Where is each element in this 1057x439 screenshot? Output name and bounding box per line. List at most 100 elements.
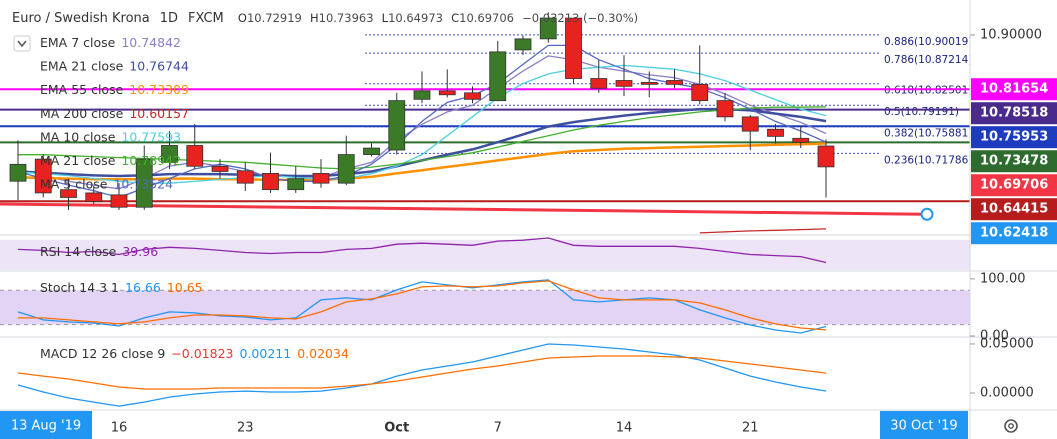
- settings-button[interactable]: [1004, 419, 1018, 433]
- gear-icon[interactable]: [1004, 419, 1018, 433]
- candle-body: [9, 163, 27, 182]
- candle-body: [110, 194, 128, 208]
- gear-hole[interactable]: [1008, 423, 1014, 429]
- candle-body: [413, 90, 431, 100]
- candle-body: [337, 154, 355, 184]
- date-label: 30 Oct '19: [890, 419, 957, 434]
- price-label-box: [971, 150, 1057, 173]
- price-label-box: [971, 126, 1057, 149]
- fib-label: 0.5(10.79191): [884, 106, 959, 118]
- indicator-legend: MACD 12 26 close 9 −0.01823 0.00211 0.02034: [40, 346, 349, 361]
- series-line: [17, 279, 827, 334]
- x-tick-label: 7: [494, 421, 502, 436]
- ohlc-value: 10.64973: [388, 11, 443, 25]
- plot-layer: 0.886(10.90019) 0.786(10.87214) 0.618(10.8…: [0, 12, 972, 407]
- ohlc-value: 10.69706: [459, 11, 514, 25]
- pane: [0, 237, 970, 270]
- legend-name: MA 21 close: [40, 153, 116, 168]
- candle-body: [186, 145, 204, 167]
- x-tick-label: 16: [111, 421, 128, 436]
- candle-body: [767, 128, 784, 137]
- ohlc-value: 10.73963: [319, 11, 374, 25]
- y-tick-label: 0.00000: [980, 386, 1034, 401]
- legend-name: RSI 14 close: [40, 244, 117, 259]
- candle-body: [287, 178, 305, 191]
- legend-entry: EMA 21 close 10.76744: [40, 58, 189, 73]
- series-line: [18, 280, 827, 331]
- candle-body: [262, 173, 279, 191]
- source: FXCM: [188, 11, 224, 26]
- fib-label: 0.786(10.87214): [884, 54, 972, 66]
- symbol: Euro / Swedish Krona: [12, 11, 150, 26]
- y-tick-label: 0.05000: [980, 336, 1034, 351]
- candle-body: [514, 38, 532, 51]
- fib-label: 0.236(10.71786): [884, 154, 972, 166]
- x-tick-label: 14: [616, 421, 633, 436]
- collapse-icon[interactable]: [17, 40, 27, 48]
- candle-body: [590, 78, 608, 89]
- ohlc-label: H: [310, 11, 319, 25]
- x-tick-label: 23: [237, 421, 254, 436]
- legend-value: −0.01823: [171, 346, 233, 361]
- candle-body: [438, 90, 456, 96]
- legend-entry: MA 10 close 10.77593: [40, 129, 181, 144]
- price-label: 10.81654: [980, 82, 1048, 97]
- pane: [0, 279, 970, 334]
- x-tick-label: 21: [742, 421, 759, 436]
- price-label-box: [971, 102, 1057, 125]
- candle-body: [312, 173, 330, 184]
- price-label: 10.75953: [980, 130, 1048, 145]
- price-label: 10.78518: [980, 106, 1048, 121]
- price-label: 10.69706: [980, 178, 1048, 193]
- band: [0, 239, 970, 270]
- price-label: 10.73478: [980, 154, 1048, 169]
- legend-entry: MA 21 close 10.78942: [40, 153, 181, 168]
- series-line: [17, 343, 827, 407]
- legend-value: 0.00211: [240, 346, 292, 361]
- collapse-box[interactable]: [13, 35, 31, 52]
- legend-value: 39.96: [122, 244, 158, 259]
- date-label-box: [880, 411, 968, 439]
- legend-value: 10.60157: [129, 105, 189, 120]
- y-tick-label: 100.00: [980, 271, 1026, 286]
- candle-body: [464, 92, 481, 100]
- legend-name: EMA 21 close: [40, 58, 124, 73]
- legend-name: MA 10 close: [40, 129, 116, 144]
- series-line: [17, 355, 827, 390]
- candle-body: [615, 80, 633, 87]
- series-line: [17, 64, 827, 184]
- legend-value: 10.73309: [129, 82, 189, 97]
- candle-body: [565, 17, 582, 79]
- series-line: [18, 106, 827, 170]
- price-label-box: [971, 222, 1057, 245]
- candle-body: [539, 17, 557, 40]
- header: Euro / Swedish Krona 1D FXCM O10.72919 H10…: [12, 11, 638, 26]
- price-label-box: [971, 174, 1057, 197]
- candle-body: [135, 158, 153, 208]
- legend-value: 10.77593: [121, 129, 181, 144]
- legend-value: 10.78942: [121, 153, 181, 168]
- ohlc-value: 10.72919: [247, 11, 302, 25]
- candle-body: [60, 189, 77, 198]
- collapse-button[interactable]: [13, 35, 31, 52]
- candle-body: [640, 82, 658, 85]
- legend-value: 10.73524: [113, 176, 173, 191]
- fib-label: 0.618(10.82501): [884, 85, 972, 97]
- candle-body: [691, 83, 709, 102]
- series-line: [17, 237, 827, 264]
- candle-body: [741, 116, 759, 132]
- candle-body: [34, 158, 52, 194]
- interval: 1D: [160, 11, 178, 26]
- legend-entry: EMA 55 close 10.73309: [40, 82, 189, 97]
- pane: [17, 343, 827, 407]
- candle-body: [388, 100, 406, 151]
- price-label: 10.62418: [980, 226, 1048, 241]
- legend-value: 0.02034: [297, 346, 349, 361]
- date-label: 13 Aug '19: [11, 419, 81, 434]
- ohlc-label: C: [451, 11, 459, 25]
- legend-value: 10.65: [167, 280, 203, 295]
- price-label-box: [971, 198, 1057, 221]
